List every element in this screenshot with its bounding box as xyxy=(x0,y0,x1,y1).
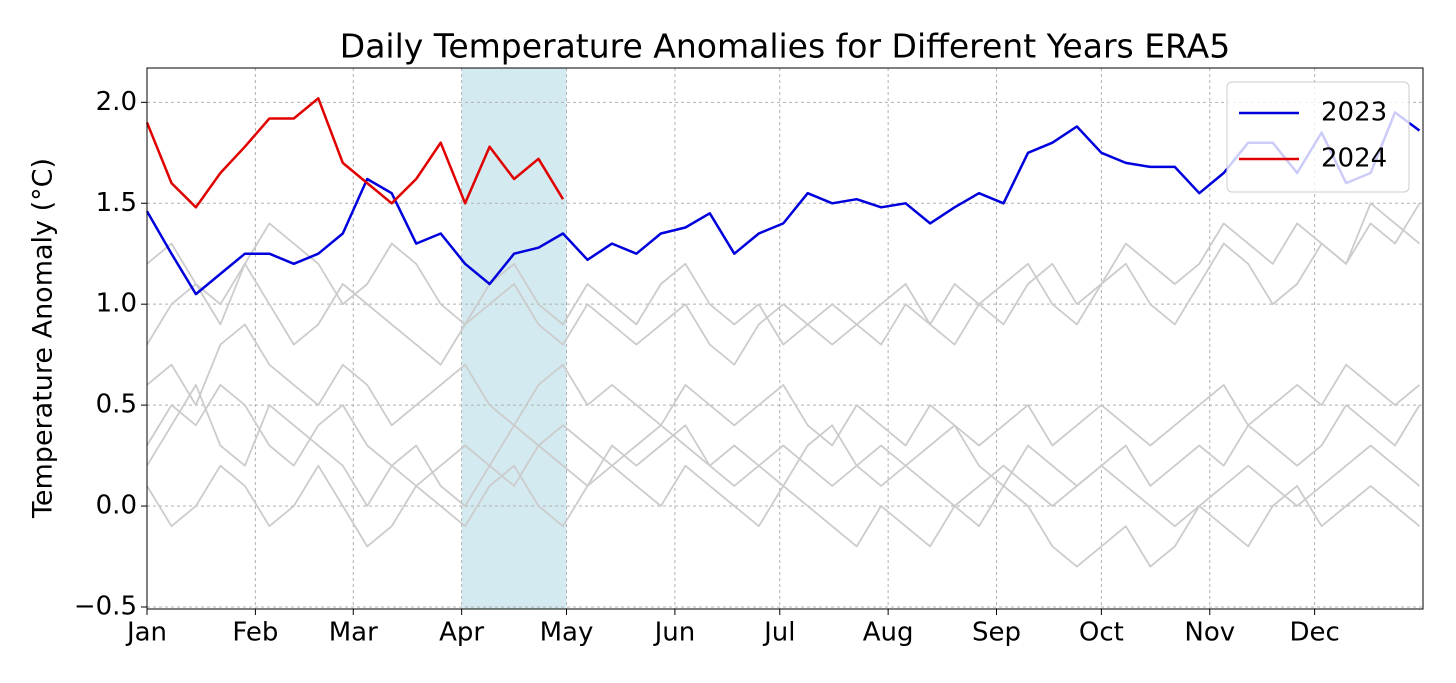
y-tick-label: −0.5 xyxy=(74,591,137,621)
background-line xyxy=(146,202,1421,366)
x-tick-label: Jul xyxy=(762,618,795,648)
x-tick-label: Jun xyxy=(653,618,696,648)
y-tick-label: 2.0 xyxy=(96,87,137,117)
x-tick-label: Sep xyxy=(972,618,1021,648)
x-tick-label: May xyxy=(540,618,594,648)
plot-frame xyxy=(146,67,1424,610)
x-tick-label: Apr xyxy=(439,618,484,648)
legend-label: 2023 xyxy=(1321,98,1387,128)
y-tick-label: 1.0 xyxy=(96,289,137,319)
x-tick-label: Mar xyxy=(329,618,378,648)
series-line xyxy=(145,111,1421,296)
background-line xyxy=(146,384,1421,507)
legend-box xyxy=(1226,81,1410,193)
x-tick-label: Dec xyxy=(1289,618,1339,648)
y-axis-label: Temperature Anomaly (°C) xyxy=(28,158,59,519)
x-tick-label: Aug xyxy=(863,618,914,648)
background-line xyxy=(146,202,1421,346)
legend: 2023 2024 xyxy=(1226,81,1410,193)
x-tick-label: Jan xyxy=(125,618,167,648)
x-tick-label: Feb xyxy=(232,618,278,648)
background-line xyxy=(146,384,1421,528)
highlight-span xyxy=(461,68,567,609)
chart-title: Daily Temperature Anomalies for Differen… xyxy=(340,27,1230,66)
background-line xyxy=(146,323,1421,447)
x-tick-label: Oct xyxy=(1079,618,1124,648)
y-tick-label: 0.5 xyxy=(96,390,137,420)
series-line xyxy=(145,97,565,209)
legend-label: 2024 xyxy=(1321,144,1387,174)
y-tick-label: 1.5 xyxy=(96,188,137,218)
y-tick-label: 0.0 xyxy=(96,491,137,521)
x-tick-label: Nov xyxy=(1184,618,1235,648)
